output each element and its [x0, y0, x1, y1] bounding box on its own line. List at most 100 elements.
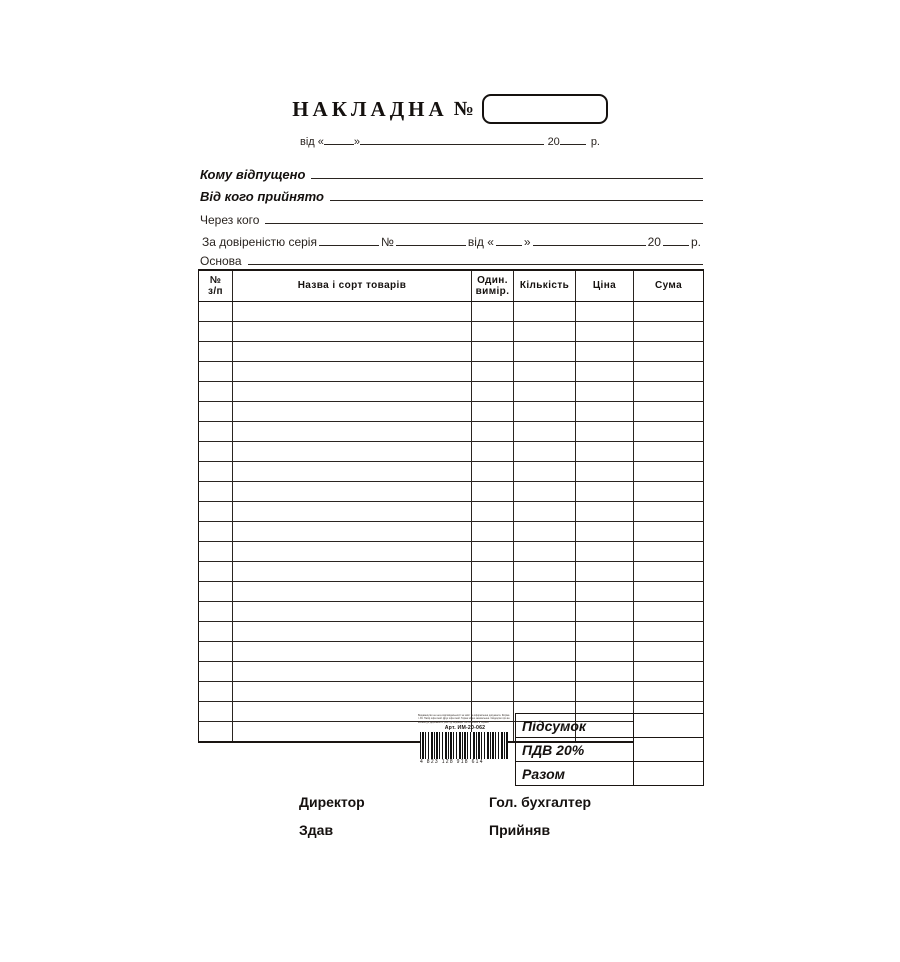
table-cell-qty[interactable] [513, 521, 576, 542]
table-cell-num[interactable] [198, 381, 233, 402]
table-cell-name[interactable] [232, 381, 472, 402]
table-cell-unit[interactable] [471, 621, 514, 642]
table-cell-sum[interactable] [633, 501, 704, 522]
table-cell-qty[interactable] [513, 641, 576, 662]
table-cell-unit[interactable] [471, 661, 514, 682]
table-cell-name[interactable] [232, 561, 472, 582]
table-cell-sum[interactable] [633, 621, 704, 642]
table-cell-price[interactable] [575, 441, 634, 462]
table-cell-unit[interactable] [471, 581, 514, 602]
table-cell-num[interactable] [198, 501, 233, 522]
table-cell-price[interactable] [575, 421, 634, 442]
table-cell-price[interactable] [575, 641, 634, 662]
table-cell-qty[interactable] [513, 621, 576, 642]
table-cell-unit[interactable] [471, 561, 514, 582]
table-cell-price[interactable] [575, 321, 634, 342]
table-cell-name[interactable] [232, 341, 472, 362]
table-cell-unit[interactable] [471, 381, 514, 402]
table-cell-unit[interactable] [471, 541, 514, 562]
field-supplier-input[interactable] [329, 187, 703, 201]
table-cell-num[interactable] [198, 641, 233, 662]
table-cell-name[interactable] [232, 481, 472, 502]
table-cell-unit[interactable] [471, 441, 514, 462]
table-cell-sum[interactable] [633, 681, 704, 702]
table-cell-qty[interactable] [513, 461, 576, 482]
table-cell-sum[interactable] [633, 381, 704, 402]
table-cell-num[interactable] [198, 701, 233, 722]
table-cell-price[interactable] [575, 541, 634, 562]
table-cell-name[interactable] [232, 421, 472, 442]
table-cell-qty[interactable] [513, 481, 576, 502]
table-cell-qty[interactable] [513, 381, 576, 402]
table-cell-name[interactable] [232, 441, 472, 462]
table-cell-sum[interactable] [633, 341, 704, 362]
table-cell-name[interactable] [232, 621, 472, 642]
totals-value-subtotal[interactable] [633, 713, 704, 738]
table-cell-sum[interactable] [633, 441, 704, 462]
table-cell-sum[interactable] [633, 601, 704, 622]
table-cell-price[interactable] [575, 561, 634, 582]
table-cell-name[interactable] [232, 681, 472, 702]
table-cell-name[interactable] [232, 521, 472, 542]
table-cell-price[interactable] [575, 361, 634, 382]
table-cell-sum[interactable] [633, 401, 704, 422]
table-cell-unit[interactable] [471, 321, 514, 342]
table-cell-num[interactable] [198, 301, 233, 322]
table-cell-sum[interactable] [633, 561, 704, 582]
proxy-day-input[interactable] [495, 232, 522, 246]
table-cell-qty[interactable] [513, 361, 576, 382]
table-cell-price[interactable] [575, 681, 634, 702]
table-cell-price[interactable] [575, 581, 634, 602]
date-day-input[interactable] [323, 133, 354, 145]
table-cell-qty[interactable] [513, 601, 576, 622]
table-cell-sum[interactable] [633, 541, 704, 562]
table-cell-num[interactable] [198, 721, 233, 743]
table-cell-name[interactable] [232, 461, 472, 482]
table-cell-unit[interactable] [471, 361, 514, 382]
proxy-series-input[interactable] [318, 232, 379, 246]
table-cell-name[interactable] [232, 401, 472, 422]
table-cell-num[interactable] [198, 561, 233, 582]
table-cell-num[interactable] [198, 341, 233, 362]
date-month-input[interactable] [360, 133, 544, 145]
table-cell-name[interactable] [232, 321, 472, 342]
table-cell-sum[interactable] [633, 581, 704, 602]
table-cell-unit[interactable] [471, 401, 514, 422]
table-cell-qty[interactable] [513, 421, 576, 442]
table-cell-unit[interactable] [471, 421, 514, 442]
table-cell-sum[interactable] [633, 641, 704, 662]
table-cell-sum[interactable] [633, 361, 704, 382]
table-cell-num[interactable] [198, 621, 233, 642]
totals-value-grand-total[interactable] [633, 761, 704, 786]
table-cell-name[interactable] [232, 661, 472, 682]
table-cell-qty[interactable] [513, 321, 576, 342]
table-cell-price[interactable] [575, 401, 634, 422]
table-cell-num[interactable] [198, 441, 233, 462]
table-cell-num[interactable] [198, 481, 233, 502]
table-cell-sum[interactable] [633, 301, 704, 322]
table-cell-name[interactable] [232, 641, 472, 662]
table-cell-unit[interactable] [471, 521, 514, 542]
table-cell-price[interactable] [575, 341, 634, 362]
document-number-input[interactable] [481, 94, 608, 124]
table-cell-price[interactable] [575, 661, 634, 682]
table-cell-name[interactable] [232, 501, 472, 522]
table-cell-num[interactable] [198, 321, 233, 342]
table-cell-name[interactable] [232, 301, 472, 322]
table-cell-unit[interactable] [471, 341, 514, 362]
table-cell-num[interactable] [198, 521, 233, 542]
table-cell-name[interactable] [232, 361, 472, 382]
table-cell-sum[interactable] [633, 521, 704, 542]
table-cell-qty[interactable] [513, 681, 576, 702]
table-cell-price[interactable] [575, 381, 634, 402]
table-cell-qty[interactable] [513, 561, 576, 582]
table-cell-qty[interactable] [513, 541, 576, 562]
table-cell-unit[interactable] [471, 461, 514, 482]
table-cell-num[interactable] [198, 601, 233, 622]
table-cell-num[interactable] [198, 421, 233, 442]
table-cell-qty[interactable] [513, 581, 576, 602]
table-cell-qty[interactable] [513, 341, 576, 362]
table-cell-num[interactable] [198, 401, 233, 422]
table-cell-name[interactable] [232, 581, 472, 602]
table-cell-num[interactable] [198, 541, 233, 562]
